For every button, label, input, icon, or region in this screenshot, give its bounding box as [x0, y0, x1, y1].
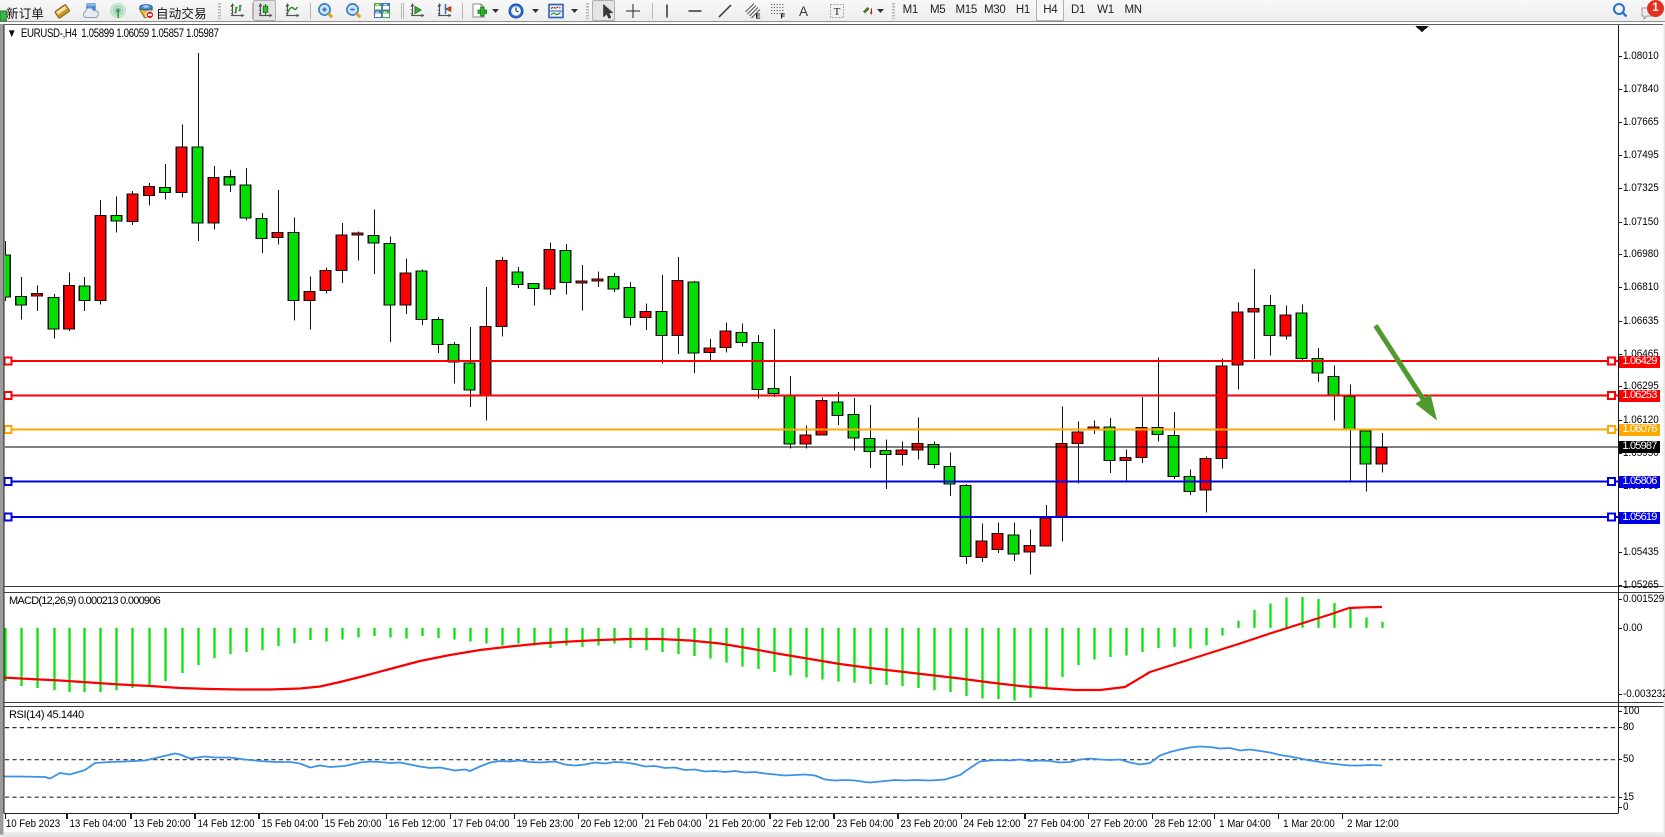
svg-text:E: E	[756, 12, 761, 20]
svg-text:T: T	[834, 6, 841, 18]
svg-text:F: F	[781, 12, 786, 20]
